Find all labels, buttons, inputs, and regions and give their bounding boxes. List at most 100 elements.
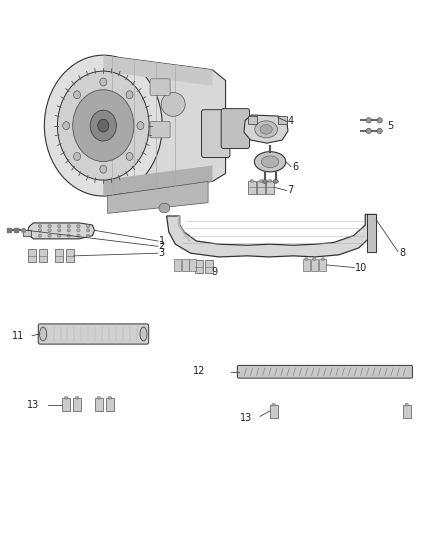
Ellipse shape: [48, 224, 51, 228]
Text: 2: 2: [159, 241, 165, 251]
Ellipse shape: [268, 180, 272, 182]
Polygon shape: [108, 181, 208, 213]
Ellipse shape: [137, 122, 144, 130]
Ellipse shape: [377, 118, 382, 123]
Ellipse shape: [377, 128, 382, 134]
Ellipse shape: [273, 180, 279, 183]
Ellipse shape: [64, 397, 68, 399]
Bar: [73, 398, 81, 411]
Ellipse shape: [321, 258, 325, 261]
Ellipse shape: [161, 92, 185, 116]
FancyBboxPatch shape: [150, 122, 170, 138]
Bar: [66, 249, 74, 262]
Text: 7: 7: [288, 185, 294, 196]
Bar: [319, 259, 326, 271]
Ellipse shape: [48, 234, 51, 237]
Ellipse shape: [67, 224, 71, 228]
Ellipse shape: [97, 397, 101, 399]
Bar: [28, 249, 36, 262]
Ellipse shape: [255, 121, 278, 138]
Text: 6: 6: [292, 161, 298, 172]
Polygon shape: [103, 55, 226, 196]
FancyBboxPatch shape: [38, 324, 149, 344]
Bar: [23, 230, 31, 236]
Bar: [270, 405, 278, 418]
Ellipse shape: [75, 397, 79, 399]
Bar: [367, 214, 376, 252]
Text: 8: 8: [399, 248, 406, 258]
Text: 4: 4: [288, 116, 293, 126]
Bar: [106, 398, 114, 411]
Ellipse shape: [39, 327, 46, 341]
Bar: [266, 181, 274, 193]
FancyBboxPatch shape: [237, 366, 413, 378]
Bar: [205, 260, 213, 273]
Text: 3: 3: [159, 248, 165, 258]
Bar: [62, 398, 70, 411]
Ellipse shape: [77, 229, 80, 232]
Bar: [303, 259, 310, 271]
Ellipse shape: [90, 110, 117, 141]
Ellipse shape: [260, 180, 263, 182]
Bar: [278, 116, 287, 124]
Polygon shape: [177, 216, 191, 241]
Ellipse shape: [77, 224, 80, 228]
Polygon shape: [244, 115, 288, 143]
Text: 5: 5: [387, 120, 393, 131]
Bar: [258, 181, 265, 193]
Ellipse shape: [304, 258, 308, 261]
Bar: [311, 259, 318, 271]
Bar: [182, 259, 189, 271]
Ellipse shape: [247, 118, 261, 139]
Ellipse shape: [100, 78, 107, 86]
Ellipse shape: [108, 397, 112, 399]
Ellipse shape: [250, 180, 254, 182]
Ellipse shape: [261, 156, 279, 167]
Ellipse shape: [86, 229, 90, 232]
Ellipse shape: [100, 165, 107, 173]
Ellipse shape: [57, 234, 61, 237]
Ellipse shape: [86, 224, 90, 228]
Ellipse shape: [98, 119, 109, 132]
Ellipse shape: [57, 229, 61, 232]
Ellipse shape: [38, 224, 42, 228]
Bar: [39, 249, 47, 262]
Ellipse shape: [140, 327, 147, 341]
Text: 13: 13: [27, 400, 39, 410]
Ellipse shape: [74, 91, 81, 99]
Ellipse shape: [57, 71, 149, 180]
Polygon shape: [103, 55, 212, 86]
Ellipse shape: [262, 180, 268, 183]
Text: 10: 10: [355, 263, 367, 272]
Text: 1: 1: [159, 236, 165, 246]
FancyBboxPatch shape: [150, 79, 170, 95]
FancyBboxPatch shape: [201, 110, 230, 158]
Ellipse shape: [405, 403, 409, 406]
Ellipse shape: [86, 234, 90, 237]
Polygon shape: [103, 165, 212, 196]
Bar: [174, 259, 181, 271]
Ellipse shape: [254, 152, 286, 172]
Ellipse shape: [159, 203, 170, 213]
Bar: [95, 398, 103, 411]
Ellipse shape: [74, 152, 81, 160]
Text: 11: 11: [12, 330, 24, 341]
Bar: [248, 116, 257, 124]
Ellipse shape: [38, 229, 42, 232]
Bar: [195, 260, 203, 273]
Ellipse shape: [48, 229, 51, 232]
Text: 13: 13: [240, 413, 252, 423]
Ellipse shape: [366, 128, 371, 134]
Ellipse shape: [44, 55, 162, 196]
Bar: [55, 249, 63, 262]
Ellipse shape: [260, 125, 272, 134]
Ellipse shape: [126, 91, 133, 99]
Text: 12: 12: [193, 366, 205, 376]
Ellipse shape: [63, 122, 70, 130]
Ellipse shape: [312, 258, 316, 261]
Ellipse shape: [67, 229, 71, 232]
Ellipse shape: [73, 90, 134, 161]
Polygon shape: [27, 223, 95, 239]
Bar: [403, 405, 411, 418]
Ellipse shape: [67, 234, 71, 237]
